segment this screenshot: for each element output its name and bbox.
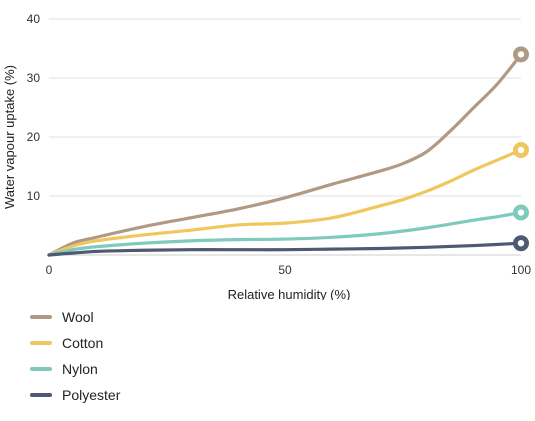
series-line-cotton xyxy=(47,148,523,257)
y-tick-label: 40 xyxy=(27,12,41,26)
x-axis-label: Relative humidity (%) xyxy=(228,287,351,300)
y-tick-labels: 10 20 30 40 xyxy=(27,12,41,203)
legend-swatch-polyester xyxy=(30,393,52,397)
y-tick-label: 30 xyxy=(27,71,41,85)
legend-swatch-cotton xyxy=(30,341,52,345)
series-line-polyester xyxy=(47,241,523,257)
end-marker-center-wool xyxy=(517,51,525,58)
end-marker-center-nylon xyxy=(517,209,525,216)
grid-lines xyxy=(49,18,521,256)
legend-label: Cotton xyxy=(62,335,104,351)
x-tick-labels: 0 50 100 xyxy=(46,263,532,277)
x-tick-label: 100 xyxy=(511,263,531,277)
legend-item-cotton: Cotton xyxy=(30,330,120,356)
y-tick-label: 10 xyxy=(27,189,41,203)
legend-swatch-nylon xyxy=(30,367,52,371)
end-marker-center-cotton xyxy=(517,146,525,154)
series-end-markers xyxy=(513,46,529,252)
series-line-wool xyxy=(47,52,523,257)
x-tick-label: 50 xyxy=(278,263,292,277)
series-line-nylon xyxy=(47,210,523,257)
legend-item-wool: Wool xyxy=(30,304,120,330)
series-lines xyxy=(47,52,523,257)
legend: Wool Cotton Nylon Polyester xyxy=(30,304,120,408)
end-marker-center-polyester xyxy=(517,240,525,247)
chart: 10 20 30 40 0 50 100 Relative humidity (%) Wa… xyxy=(2,12,532,300)
x-tick-label: 0 xyxy=(46,263,53,277)
legend-label: Polyester xyxy=(62,387,121,403)
legend-label: Nylon xyxy=(62,361,98,377)
legend-item-nylon: Nylon xyxy=(30,356,120,382)
y-axis-label: Water vapour uptake (%) xyxy=(2,65,17,209)
legend-label: Wool xyxy=(62,309,94,325)
legend-item-polyester: Polyester xyxy=(30,382,120,408)
y-tick-label: 20 xyxy=(27,130,41,144)
legend-swatch-wool xyxy=(30,315,52,319)
